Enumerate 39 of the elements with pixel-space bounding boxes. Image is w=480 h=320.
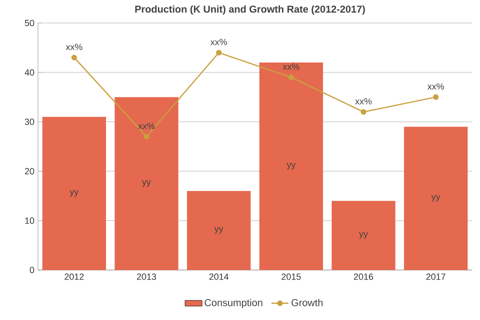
point — [360, 109, 366, 115]
data-label: xx% — [138, 122, 155, 130]
legend-label: Consumption — [204, 298, 262, 308]
x-tick-label: 2014 — [209, 274, 229, 280]
x-tick-label: 2012 — [64, 274, 84, 280]
data-label: xx% — [210, 38, 227, 46]
y-tick-label: 50 — [24, 20, 34, 26]
bar — [114, 97, 178, 270]
data-label: xx% — [66, 44, 82, 50]
data-label: yy — [142, 180, 151, 187]
data-label: xx% — [427, 83, 444, 90]
data-label: xx% — [355, 98, 372, 104]
bar — [42, 116, 106, 270]
point — [71, 54, 77, 60]
y-tick-label: 0 — [30, 266, 34, 274]
data-label: yy — [359, 232, 368, 239]
point — [288, 74, 294, 80]
bar — [332, 200, 396, 270]
data-label: yy — [286, 162, 296, 170]
x-tick-label: 2017 — [426, 274, 446, 280]
y-tick-label: 20 — [24, 168, 34, 174]
y-tick-label: 10 — [25, 217, 34, 224]
x-tick-label: 2013 — [136, 274, 156, 280]
bar — [187, 190, 251, 270]
x-tick-label: 2015 — [282, 274, 301, 280]
data-label: yy — [214, 227, 224, 234]
y-tick-label: 40 — [24, 69, 34, 76]
bar — [259, 62, 323, 270]
data-label: yy — [70, 190, 79, 197]
point — [433, 94, 439, 100]
bar — [404, 126, 468, 270]
data-label: xx% — [282, 64, 300, 70]
point — [144, 134, 150, 140]
y-tick-label: 30 — [24, 118, 34, 125]
point — [216, 50, 222, 56]
chart-title: Production (K Unit) and Growth Rate (2012-2017) — [135, 5, 365, 15]
data-label: yy — [431, 195, 440, 202]
legend-label: Growth — [292, 298, 323, 306]
x-tick-label: 2016 — [354, 274, 374, 280]
